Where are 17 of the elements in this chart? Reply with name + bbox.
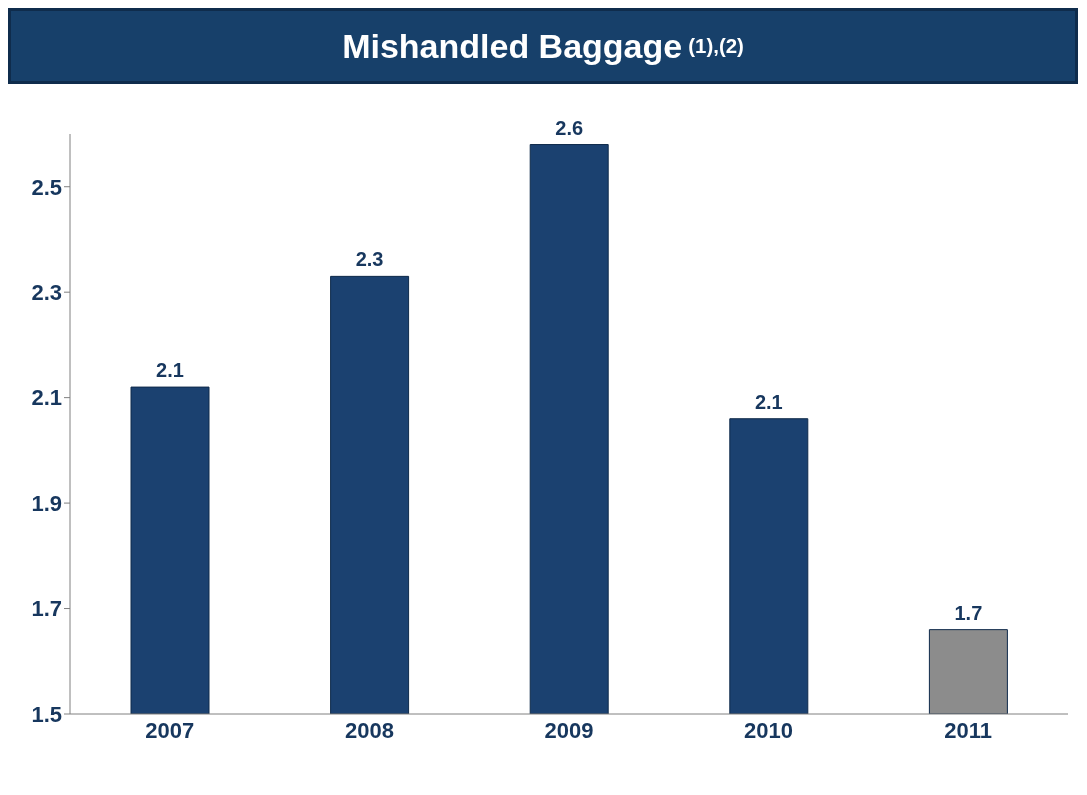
x-tick-label: 2008 [344,717,394,743]
data-label: 2.1 [156,359,184,382]
y-tick-label: 1.9 [31,490,62,516]
y-tick-label: 2.5 [31,174,62,200]
data-label: 2.6 [555,116,584,139]
y-tick-label: 2.3 [31,279,62,305]
y-tick-label: 1.5 [31,701,62,727]
x-tick-label: 2009 [544,717,594,743]
y-tick-label: 2.1 [31,385,62,411]
data-label: 1.7 [954,601,983,624]
data-label: 2.1 [754,390,783,413]
y-tick-label: 1.7 [31,596,62,622]
data-label: 2.3 [355,248,384,271]
x-tick-label: 2011 [944,717,993,743]
x-tick-label: 2010 [744,717,794,743]
chart-title: Mishandled Baggage $^{(1),(2)}$ [8,8,1078,84]
x-tick-label: 2007 [145,717,195,743]
